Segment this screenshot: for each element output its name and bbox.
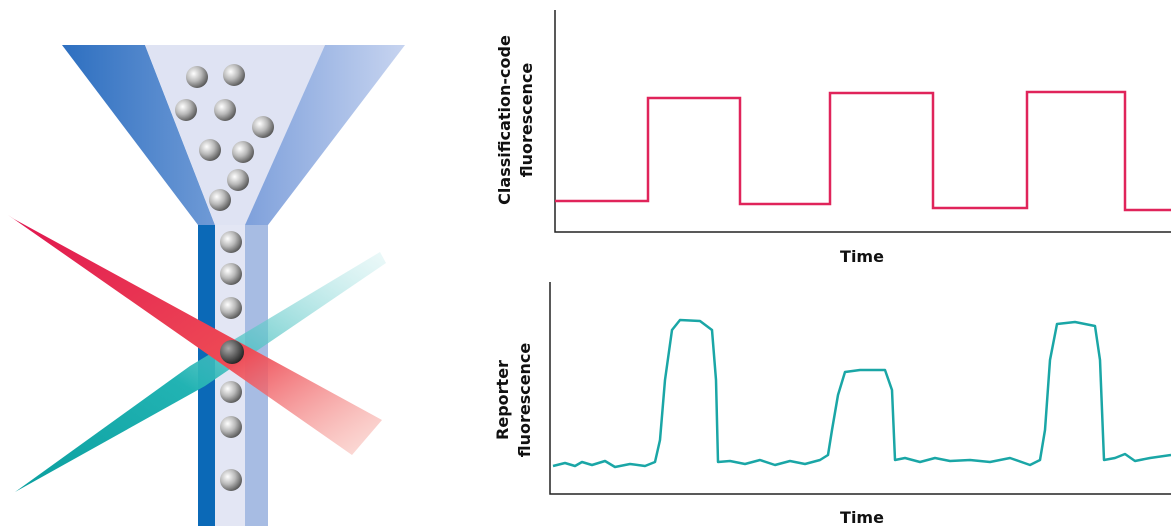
- y-axis-label: Classification-code: [495, 35, 514, 205]
- y-axis-label: Reporter: [493, 360, 512, 440]
- classification-plot: Classification-code fluorescence Time: [495, 10, 1171, 266]
- x-axis-label: Time: [840, 247, 884, 266]
- cytometer-illustration: [8, 45, 405, 526]
- y-axis-label: fluorescence: [515, 343, 534, 458]
- x-axis-label: Time: [840, 508, 884, 526]
- y-axis-label: fluorescence: [517, 63, 536, 178]
- reporter-plot: Reporter fluorescence Time: [493, 282, 1171, 526]
- figure: Classification-code fluorescence Time Re…: [0, 0, 1171, 526]
